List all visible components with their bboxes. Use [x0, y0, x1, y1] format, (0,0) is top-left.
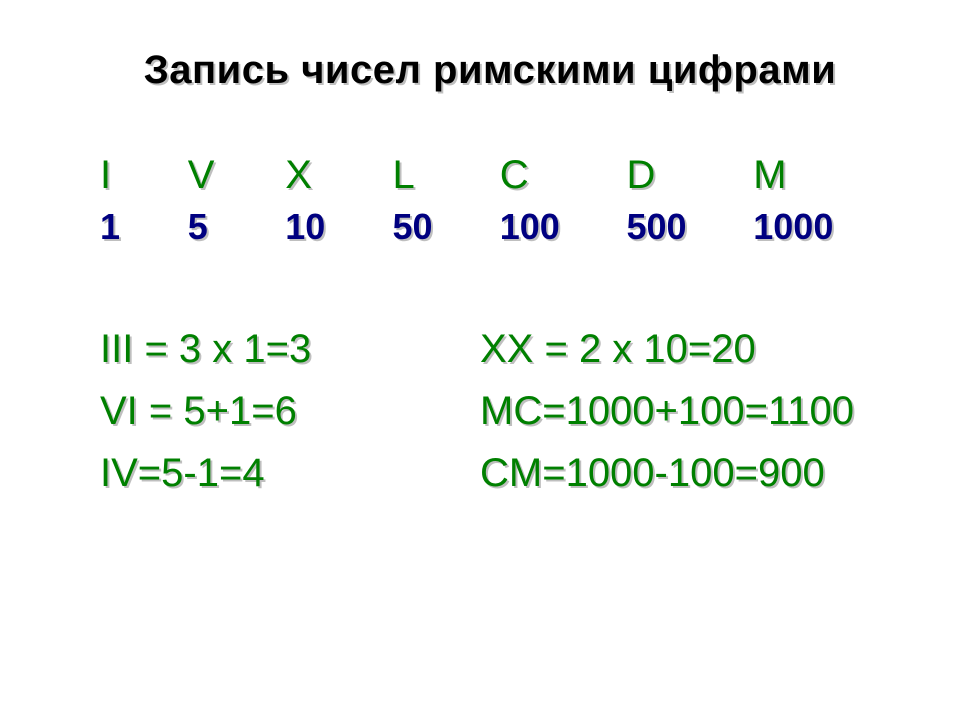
roman-numeral: L: [393, 153, 500, 198]
arabic-value: 100: [500, 206, 627, 248]
arabic-value: 10: [285, 206, 392, 248]
arabic-value: 500: [627, 206, 754, 248]
examples-block: III = 3 x 1=3 XX = 2 x 10=20 VI = 5+1=6 …: [100, 318, 880, 504]
numeral-row: I V X L C D M: [100, 153, 880, 198]
slide-title: Запись чисел римскими цифрами: [100, 48, 880, 93]
example-right: CM=1000-100=900: [480, 442, 880, 504]
arabic-value: 50: [393, 206, 500, 248]
roman-numeral: D: [627, 153, 754, 198]
roman-numeral: M: [753, 153, 880, 198]
arabic-value: 1: [100, 206, 188, 248]
example-right: XX = 2 x 10=20: [480, 318, 880, 380]
roman-numeral: I: [100, 153, 188, 198]
slide: Запись чисел римскими цифрами I V X L C …: [0, 0, 960, 720]
example-left: VI = 5+1=6: [100, 380, 480, 442]
arabic-value: 5: [188, 206, 286, 248]
value-row: 1 5 10 50 100 500 1000: [100, 206, 880, 248]
example-right: MC=1000+100=1100: [480, 380, 880, 442]
example-row: IV=5-1=4 CM=1000-100=900: [100, 442, 880, 504]
roman-numeral: X: [285, 153, 392, 198]
arabic-value: 1000: [753, 206, 880, 248]
example-left: III = 3 x 1=3: [100, 318, 480, 380]
example-row: VI = 5+1=6 MC=1000+100=1100: [100, 380, 880, 442]
roman-numeral: C: [500, 153, 627, 198]
example-row: III = 3 x 1=3 XX = 2 x 10=20: [100, 318, 880, 380]
example-left: IV=5-1=4: [100, 442, 480, 504]
roman-numeral: V: [188, 153, 286, 198]
